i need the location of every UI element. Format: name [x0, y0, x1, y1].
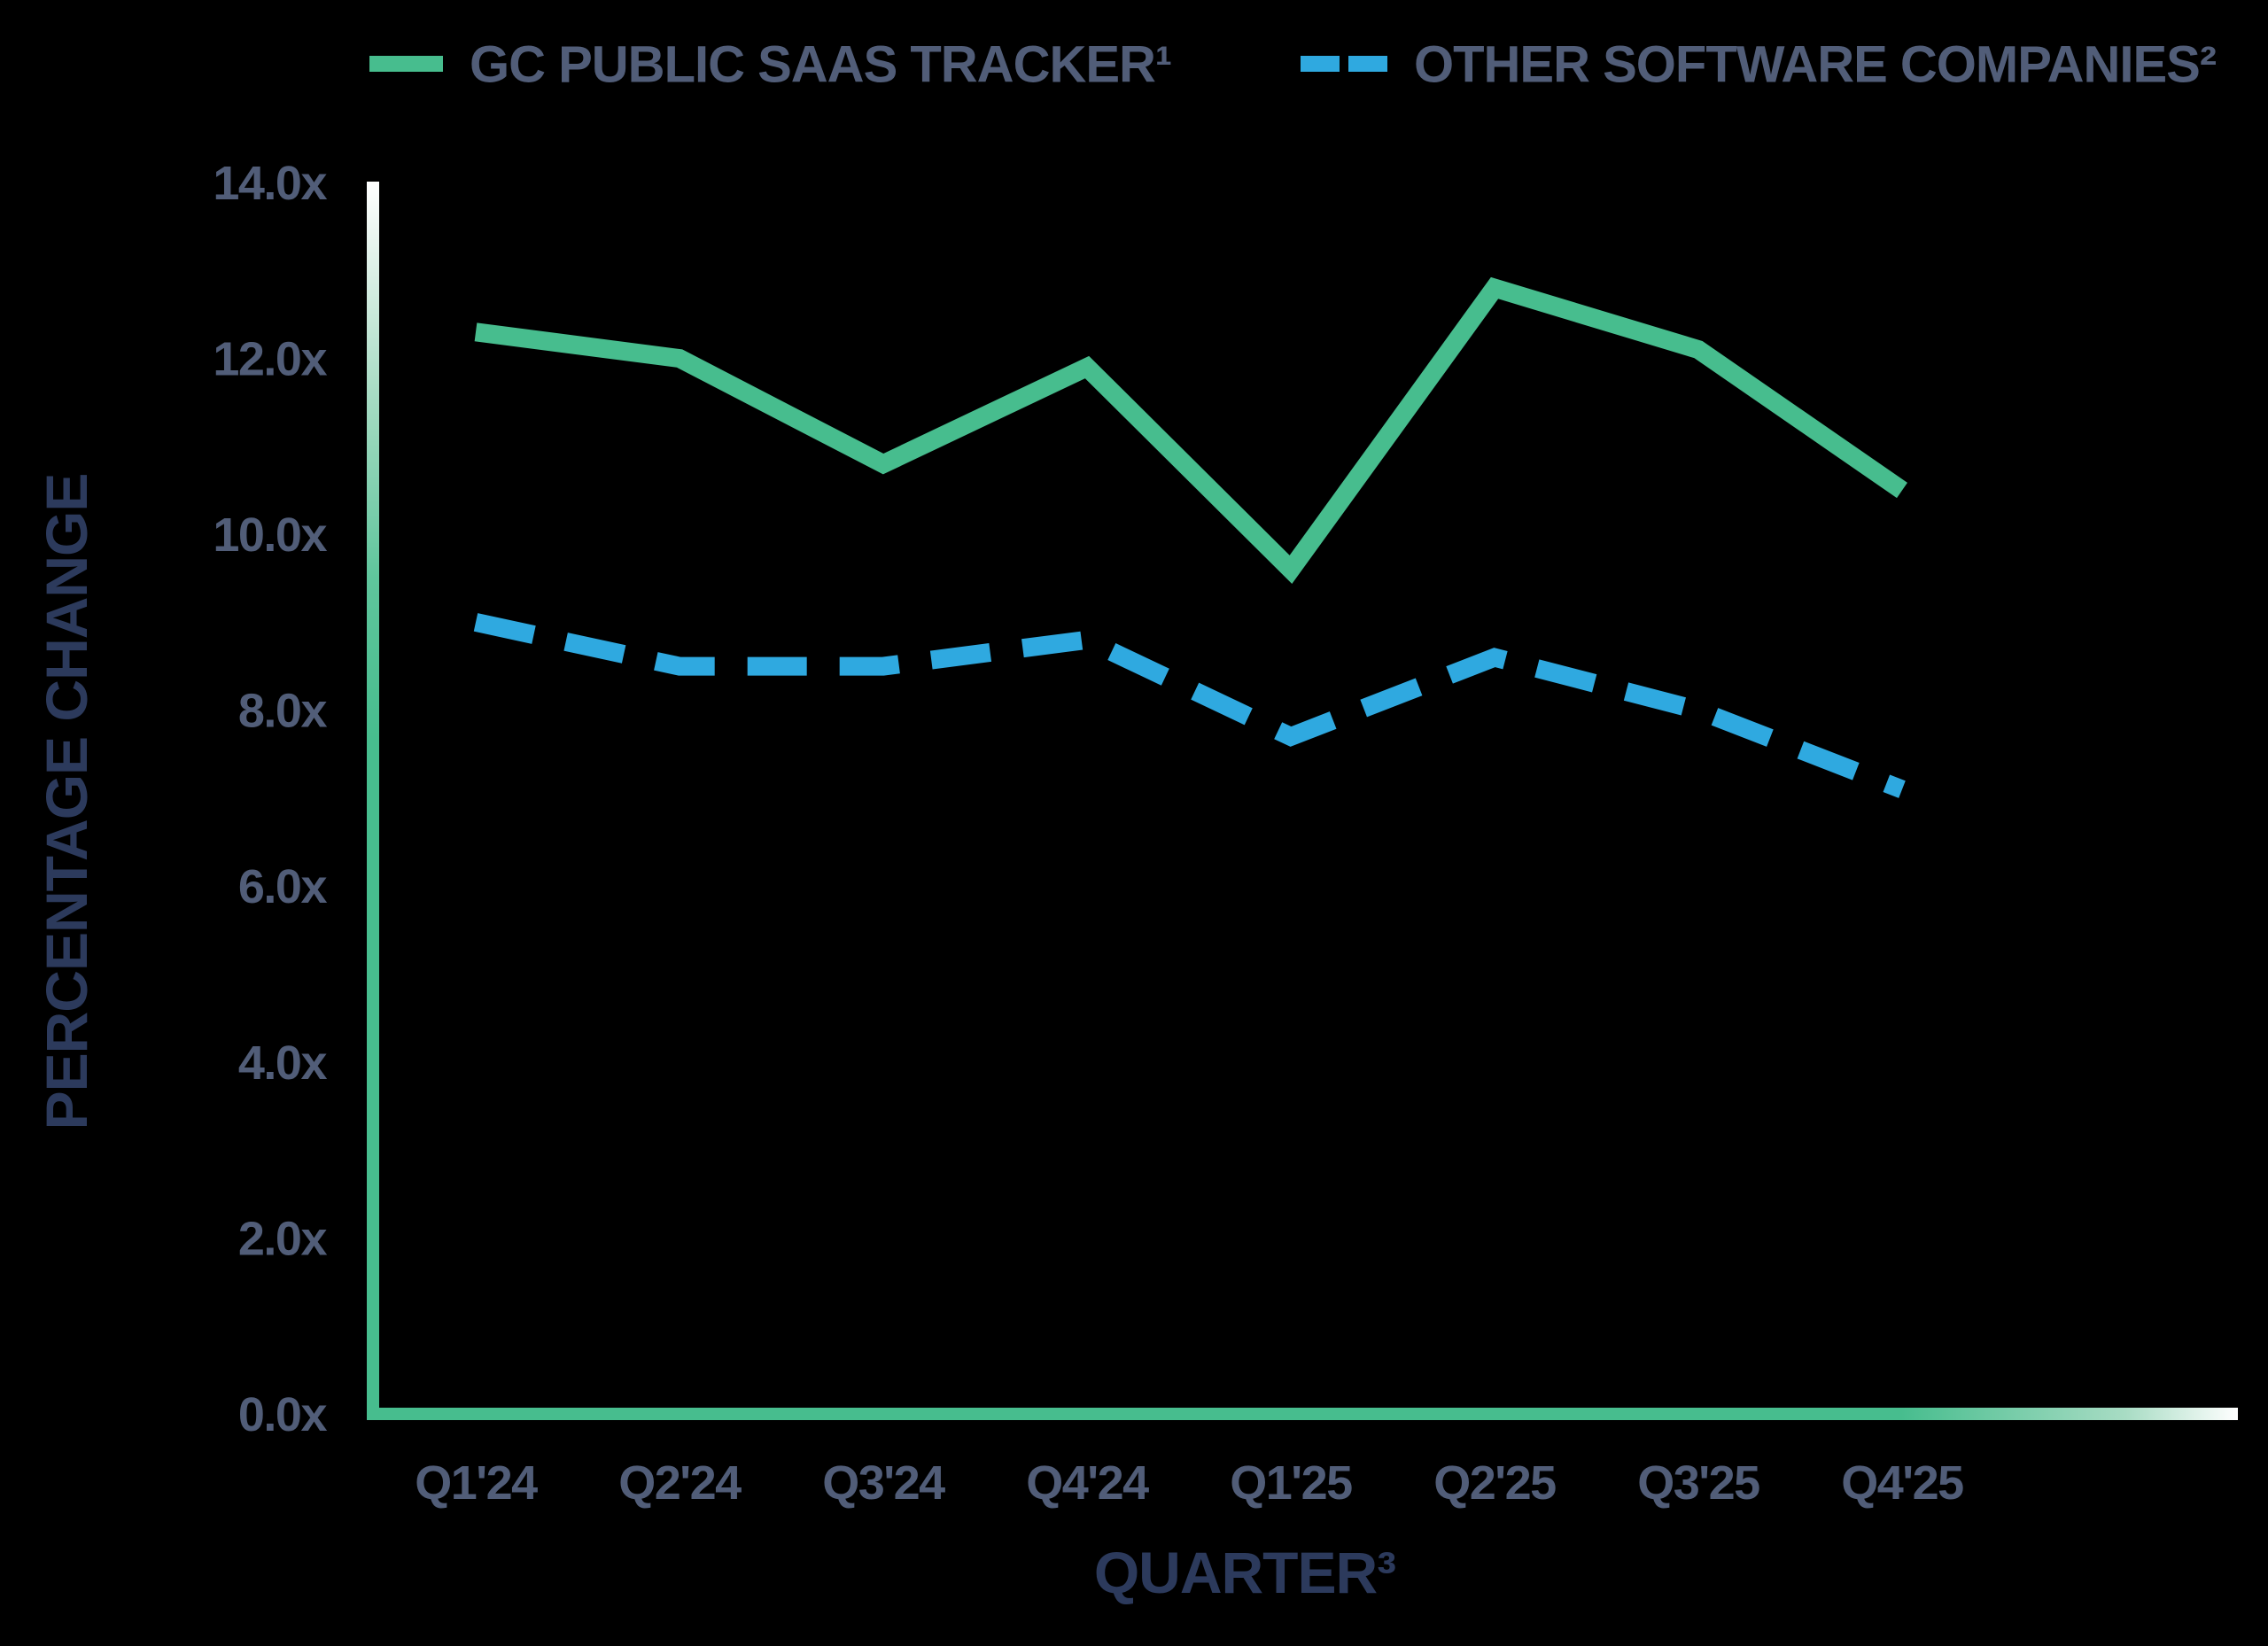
x-tick-label: Q1'24 — [415, 1456, 538, 1510]
legend-label-gc-public-saas-tracker: GC PUBLIC SAAS TRACKER¹ — [470, 35, 1171, 93]
x-tick-label: Q2'24 — [618, 1456, 742, 1510]
y-tick-label: 12.0x — [213, 332, 327, 385]
x-tick-label: Q1'25 — [1230, 1456, 1352, 1510]
y-tick-label: 10.0x — [213, 509, 327, 562]
x-tick-label: Q3'25 — [1637, 1456, 1759, 1510]
y-tick-label: 14.0x — [213, 157, 327, 210]
y-tick-label: 8.0x — [238, 685, 328, 738]
x-axis-tick-labels: Q1'24 Q2'24 Q3'24 Q4'24 Q1'25 Q2'25 Q3'25 Q4'25 — [415, 1456, 1964, 1510]
legend-item-gc-public-saas-tracker: GC PUBLIC SAAS TRACKER¹ — [369, 35, 1172, 93]
series-line-other-software-companies — [473, 613, 1906, 798]
legend-label-other-software-companies: OTHER SOFTWARE COMPANIES² — [1414, 35, 2217, 93]
x-tick-label: Q4'25 — [1841, 1456, 1963, 1510]
y-axis-title: PERCENTAGE CHANGE — [34, 474, 99, 1130]
legend-item-other-software-companies: OTHER SOFTWARE COMPANIES² — [1301, 35, 2218, 93]
x-tick-label: Q2'25 — [1433, 1456, 1556, 1510]
y-axis-line — [367, 182, 379, 1420]
x-axis-title: QUARTER³ — [1094, 1540, 1395, 1605]
legend: GC PUBLIC SAAS TRACKER¹ OTHER SOFTWARE C… — [369, 35, 2218, 93]
y-tick-label: 0.0x — [238, 1388, 328, 1441]
y-axis-tick-labels: 14.0x 12.0x 10.0x 8.0x 6.0x 4.0x 2.0x 0.0x — [213, 157, 329, 1441]
series-line-gc-public-saas-tracker — [474, 276, 1907, 584]
y-tick-label: 4.0x — [238, 1037, 328, 1090]
x-tick-label: Q4'24 — [1026, 1456, 1149, 1510]
plot-series — [473, 276, 1907, 798]
x-axis-line — [367, 1408, 2238, 1420]
y-tick-label: 2.0x — [238, 1212, 328, 1265]
x-tick-label: Q3'24 — [822, 1456, 945, 1510]
y-tick-label: 6.0x — [238, 860, 328, 913]
